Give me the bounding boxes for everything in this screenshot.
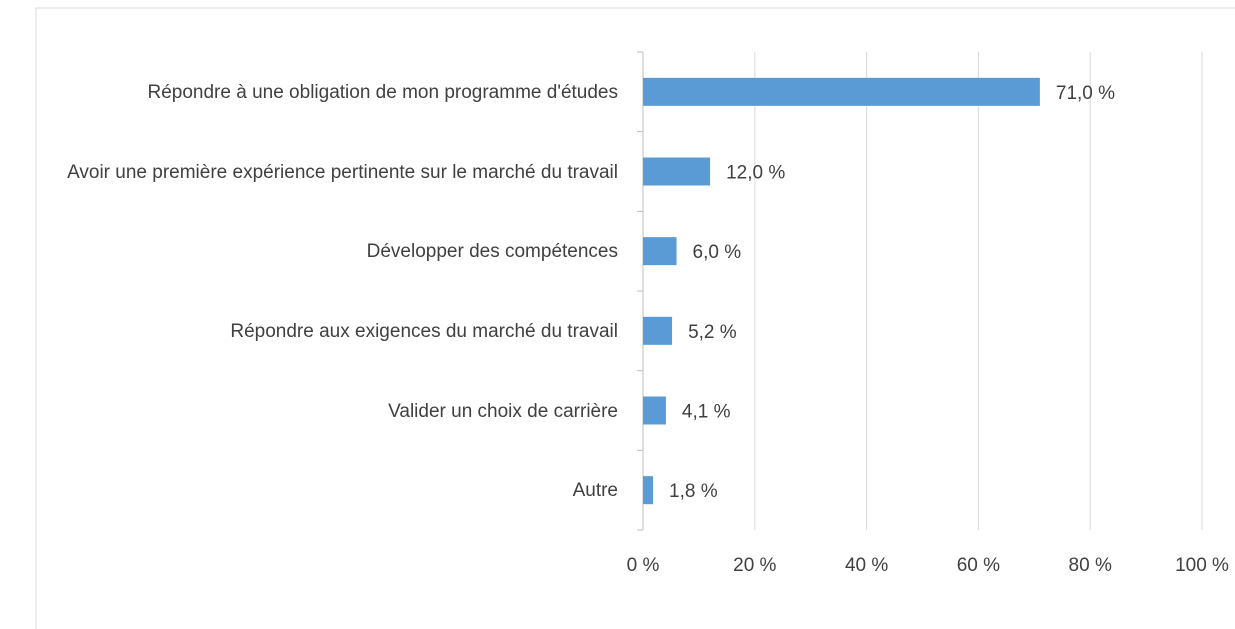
- bar: [643, 476, 654, 505]
- x-tick-label: 0 %: [627, 555, 660, 576]
- bar: [643, 237, 677, 266]
- y-tick-label: Répondre aux exigences du marché du trav…: [230, 320, 618, 342]
- data-label: 12,0 %: [726, 163, 785, 184]
- y-tick-label: Développer des compétences: [366, 241, 618, 263]
- x-tick-label: 40 %: [845, 555, 888, 576]
- y-tick-label: Autre: [572, 480, 618, 502]
- data-label: 1,8 %: [669, 481, 718, 502]
- data-label: 4,1 %: [682, 402, 731, 423]
- data-label: 5,2 %: [688, 322, 737, 343]
- data-label: 6,0 %: [693, 242, 742, 263]
- data-label: 71,0 %: [1056, 83, 1115, 104]
- bar: [643, 396, 666, 425]
- x-tick-label: 60 %: [957, 555, 1000, 576]
- bar: [643, 316, 673, 345]
- y-tick-label: Répondre à une obligation de mon program…: [147, 81, 619, 103]
- y-tick-label: Avoir une première expérience pertinente…: [67, 161, 618, 183]
- bar: [643, 77, 1040, 106]
- bar: [643, 157, 711, 186]
- x-tick-label: 100 %: [1175, 555, 1229, 576]
- x-tick-label: 20 %: [733, 555, 776, 576]
- y-tick-label: Valider un choix de carrière: [388, 400, 618, 422]
- x-tick-label: 80 %: [1069, 555, 1112, 576]
